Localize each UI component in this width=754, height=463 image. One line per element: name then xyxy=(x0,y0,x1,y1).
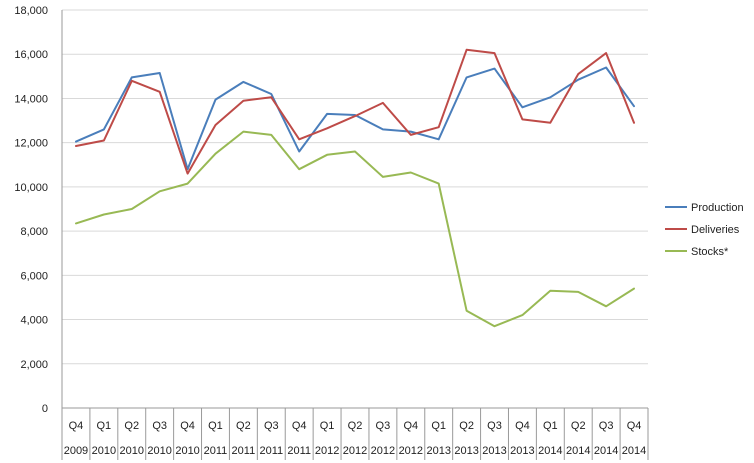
x-tick-label-year: 2011 xyxy=(204,445,228,457)
x-tick-label-year: 2014 xyxy=(566,445,590,457)
y-tick-label: 10,000 xyxy=(14,182,48,194)
x-tick-label-year: 2012 xyxy=(371,445,395,457)
x-tick-label-year: 2012 xyxy=(343,445,367,457)
x-tick-label-year: 2011 xyxy=(232,445,256,457)
x-tick-label-quarter: Q2 xyxy=(236,420,251,432)
x-tick-label-year: 2011 xyxy=(259,445,283,457)
x-tick-label-year: 2012 xyxy=(399,445,423,457)
x-tick-label-quarter: Q2 xyxy=(571,420,586,432)
x-tick-label-year: 2012 xyxy=(315,445,339,457)
x-tick-label-year: 2014 xyxy=(538,445,562,457)
x-tick-label-year: 2010 xyxy=(175,445,199,457)
x-tick-label-quarter: Q1 xyxy=(320,420,335,432)
x-tick-label-quarter: Q4 xyxy=(69,420,84,432)
gridlines xyxy=(62,9,648,365)
legend-label-stocks: Stocks* xyxy=(691,246,729,258)
y-tick-label: 16,000 xyxy=(14,49,48,61)
series-line-stocks xyxy=(75,130,635,328)
y-tick-label: 2,000 xyxy=(20,359,48,371)
x-tick-label-quarter: Q3 xyxy=(264,420,279,432)
x-tick-label-year: 2013 xyxy=(482,445,506,457)
x-tick-label-year: 2013 xyxy=(454,445,478,457)
axes: 0 2,000 4,000 6,000 8,000 10,000 12,000 14,000 1… xyxy=(14,5,649,460)
y-tick-label: 6,000 xyxy=(20,270,48,282)
x-tick-label-quarter: Q3 xyxy=(599,420,614,432)
x-tick-label-quarter: Q3 xyxy=(152,420,167,432)
x-tick-label-quarter: Q2 xyxy=(124,420,139,432)
x-tick-label-year: 2010 xyxy=(92,445,116,457)
x-tick-label-year: 2010 xyxy=(120,445,144,457)
x-tick-label-year: 2014 xyxy=(594,445,618,457)
x-tick-label-quarter: Q4 xyxy=(515,420,530,432)
x-tick-label-quarter: Q2 xyxy=(459,420,474,432)
y-tick-label: 12,000 xyxy=(14,138,48,150)
series-line-deliveries xyxy=(75,48,635,175)
x-tick-label-year: 2010 xyxy=(147,445,171,457)
x-tick-label-quarter: Q1 xyxy=(543,420,558,432)
x-tick-label-quarter: Q4 xyxy=(403,420,418,432)
y-tick-label: 4,000 xyxy=(20,315,48,327)
x-tick-label-quarter: Q1 xyxy=(208,420,223,432)
y-tick-label: 8,000 xyxy=(20,226,48,238)
y-tick-label: 14,000 xyxy=(14,93,48,105)
x-tick-label-quarter: Q3 xyxy=(376,420,391,432)
x-tick-label-quarter: Q1 xyxy=(97,420,112,432)
legend-label-production: Production xyxy=(691,202,744,214)
x-tick-label-year: 2014 xyxy=(622,445,646,457)
x-tick-label-quarter: Q3 xyxy=(487,420,502,432)
legend: Production Deliveries Stocks* xyxy=(665,202,744,258)
x-tick-label-year: 2013 xyxy=(426,445,450,457)
x-tick-label-quarter: Q4 xyxy=(180,420,195,432)
series-lines xyxy=(75,48,635,328)
x-tick-label-quarter: Q4 xyxy=(627,420,642,432)
legend-label-deliveries: Deliveries xyxy=(691,224,740,236)
x-tick-label-quarter: Q2 xyxy=(348,420,363,432)
y-tick-label: 18,000 xyxy=(14,5,48,17)
series-line-production xyxy=(75,66,635,171)
x-tick-label-year: 2013 xyxy=(510,445,534,457)
x-tick-label-quarter: Q4 xyxy=(292,420,307,432)
x-tick-label-year: 2011 xyxy=(287,445,311,457)
y-tick-label: 0 xyxy=(42,403,48,415)
x-tick-label-year: 2009 xyxy=(64,445,88,457)
x-tick-label-quarter: Q1 xyxy=(431,420,446,432)
